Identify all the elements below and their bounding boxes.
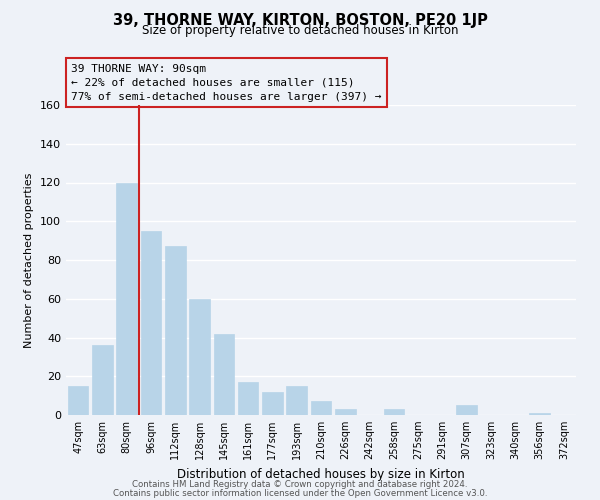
Text: 39, THORNE WAY, KIRTON, BOSTON, PE20 1JP: 39, THORNE WAY, KIRTON, BOSTON, PE20 1JP [113, 12, 487, 28]
Bar [238, 382, 259, 415]
Text: Size of property relative to detached houses in Kirton: Size of property relative to detached ho… [142, 24, 458, 37]
Bar [140, 231, 161, 415]
Bar [214, 334, 234, 415]
Bar [262, 392, 283, 415]
Bar [457, 406, 477, 415]
Text: Contains public sector information licensed under the Open Government Licence v3: Contains public sector information licen… [113, 488, 487, 498]
X-axis label: Distribution of detached houses by size in Kirton: Distribution of detached houses by size … [177, 468, 465, 480]
Bar [335, 409, 356, 415]
Bar [383, 409, 404, 415]
Bar [286, 386, 307, 415]
Bar [92, 345, 113, 415]
Bar [529, 413, 550, 415]
Text: Contains HM Land Registry data © Crown copyright and database right 2024.: Contains HM Land Registry data © Crown c… [132, 480, 468, 489]
Bar [68, 386, 88, 415]
Bar [116, 182, 137, 415]
Bar [311, 402, 331, 415]
Bar [165, 246, 185, 415]
Y-axis label: Number of detached properties: Number of detached properties [25, 172, 34, 348]
Text: 39 THORNE WAY: 90sqm
← 22% of detached houses are smaller (115)
77% of semi-deta: 39 THORNE WAY: 90sqm ← 22% of detached h… [71, 64, 382, 102]
Bar [189, 298, 210, 415]
